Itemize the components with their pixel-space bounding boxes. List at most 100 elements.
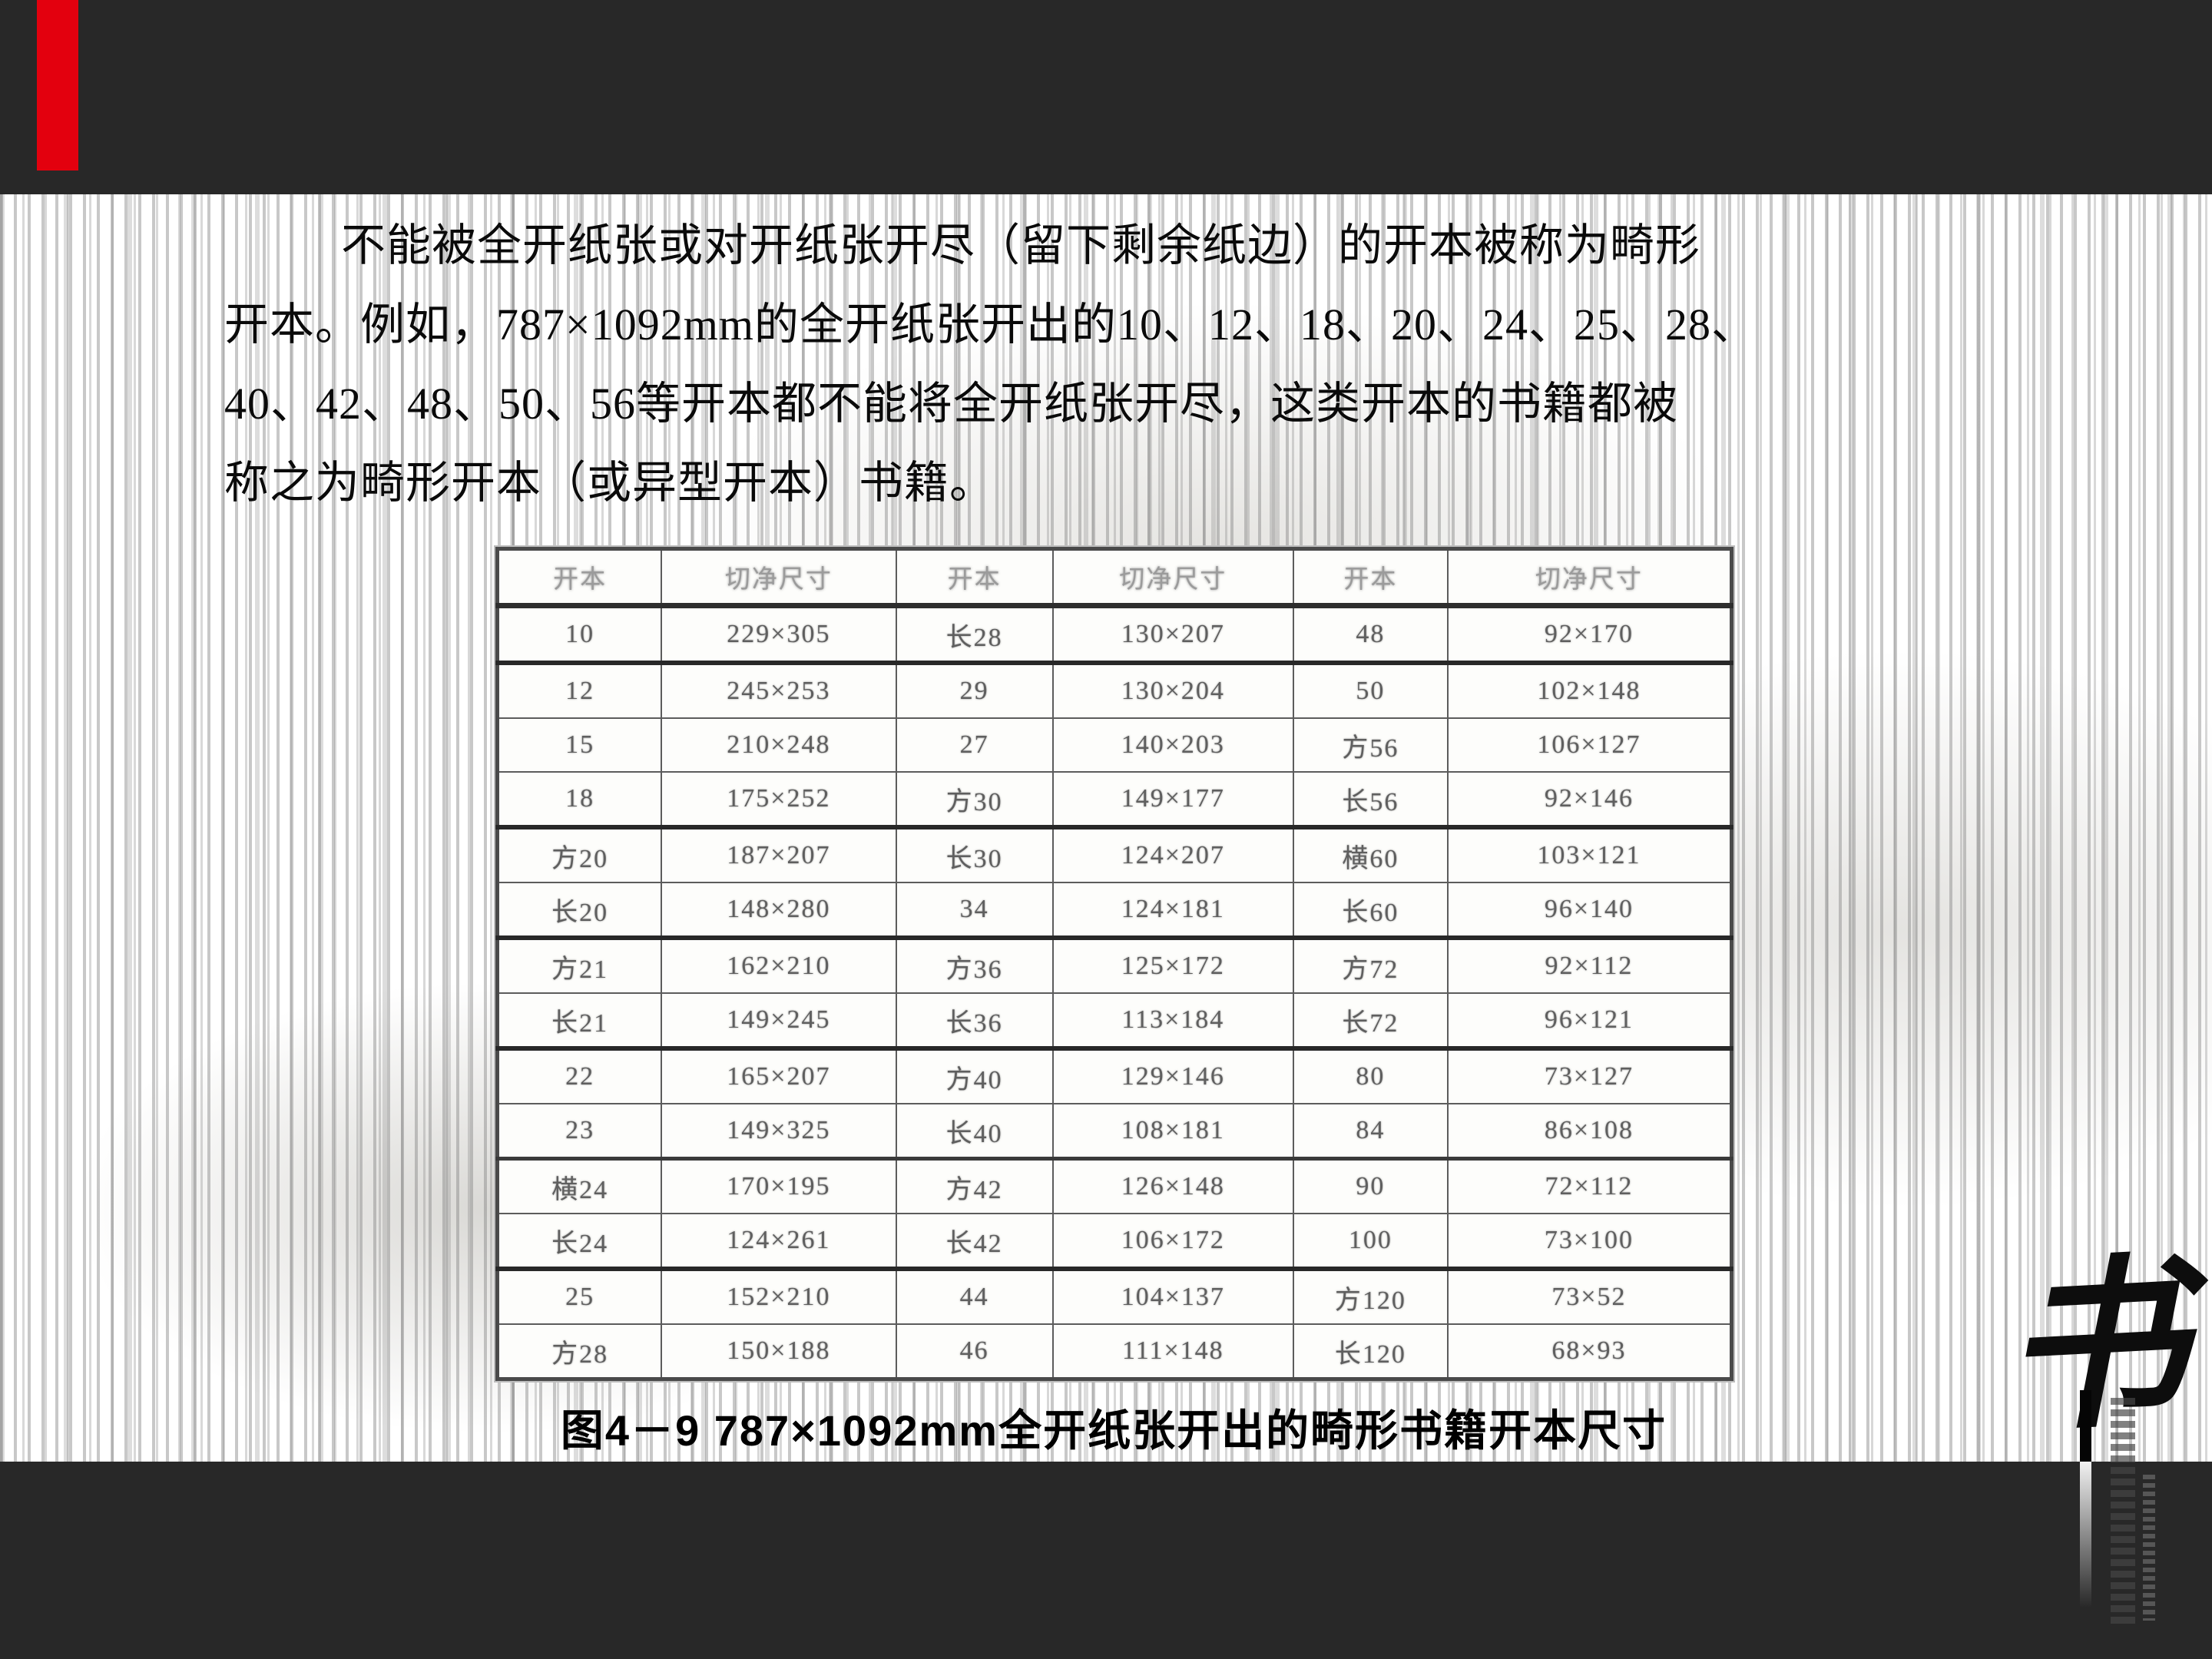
table-cell: 方30 <box>895 771 1054 828</box>
table-header-cell: 切净尺寸 <box>661 548 897 607</box>
brush-stroke-tail-fade <box>2080 1462 2091 1608</box>
table-cell: 124×181 <box>1051 882 1294 939</box>
table-cell: 48 <box>1292 604 1449 664</box>
paragraph-line: 40、42、48、50、56等开本都不能将全开纸张开尽，这类开本的书籍都被 <box>224 379 1679 429</box>
table-cell: 方42 <box>895 1157 1054 1214</box>
table-row: 22 165×207 方40 129×146 80 73×127 <box>496 1048 1733 1104</box>
table-cell: 104×137 <box>1051 1268 1294 1325</box>
table-cell: 100 <box>1292 1213 1449 1270</box>
table-cell: 长72 <box>1292 992 1449 1049</box>
table-cell: 149×177 <box>1051 771 1294 828</box>
table-cell: 245×253 <box>661 662 897 719</box>
red-accent-bar <box>37 0 78 171</box>
table-cell: 126×148 <box>1051 1157 1294 1214</box>
book-logo: 书 <box>1989 1233 2212 1659</box>
table-cell: 92×170 <box>1446 604 1733 664</box>
table-cell: 92×112 <box>1446 937 1733 994</box>
table-row: 18 175×252 方30 149×177 长56 92×146 <box>496 771 1733 828</box>
table-header-cell: 开本 <box>895 548 1054 607</box>
table-cell: 长42 <box>895 1213 1054 1270</box>
top-band <box>0 0 2212 194</box>
paragraph-line: 开本。例如，787×1092mm的全开纸张开出的10、12、18、20、24、2… <box>224 300 1757 349</box>
table-cell: 方72 <box>1292 937 1449 994</box>
table-cell: 方40 <box>895 1048 1054 1104</box>
table-head: 开本 切净尺寸 开本 切净尺寸 开本 切净尺寸 <box>496 548 1733 607</box>
table-cell: 170×195 <box>661 1157 897 1214</box>
format-size-table: 开本 切净尺寸 开本 切净尺寸 开本 切净尺寸 10 229×305 长28 130×207 48… <box>495 547 1734 1381</box>
table-cell: 148×280 <box>661 882 897 939</box>
table-cell: 140×203 <box>1051 717 1294 773</box>
table-cell: 50 <box>1292 662 1449 719</box>
table-cell: 152×210 <box>661 1268 897 1325</box>
table-row: 12 245×253 29 130×204 50 102×148 <box>496 662 1733 719</box>
table-cell: 12 <box>496 662 663 719</box>
bottom-band <box>0 1462 2212 1659</box>
table-row: 长21 149×245 长36 113×184 长72 96×121 <box>496 992 1733 1049</box>
table-cell: 方21 <box>496 937 663 994</box>
table-cell: 长40 <box>895 1103 1054 1160</box>
table-cell: 长60 <box>1292 882 1449 939</box>
table-cell: 23 <box>496 1103 663 1160</box>
table-cell: 210×248 <box>661 717 897 773</box>
table-row: 方21 162×210 方36 125×172 方72 92×112 <box>496 937 1733 994</box>
table-cell: 73×127 <box>1446 1048 1733 1104</box>
table-cell: 46 <box>895 1323 1054 1380</box>
table-cell: 方56 <box>1292 717 1449 773</box>
table-header-cell: 切净尺寸 <box>1446 548 1733 607</box>
table-cell: 129×146 <box>1051 1048 1294 1104</box>
table-row: 方20 187×207 长30 124×207 横60 103×121 <box>496 826 1733 883</box>
table-cell: 90 <box>1292 1157 1449 1214</box>
table-cell: 长28 <box>895 604 1054 664</box>
brush-stroke-tail-dark <box>2080 1390 2091 1463</box>
table-cell: 187×207 <box>661 826 897 883</box>
table-cell: 73×52 <box>1446 1268 1733 1325</box>
table-cell: 80 <box>1292 1048 1449 1104</box>
table-cell: 106×127 <box>1446 717 1733 773</box>
table-header-row: 开本 切净尺寸 开本 切净尺寸 开本 切净尺寸 <box>496 548 1733 607</box>
paragraph-line: 不能被全开纸张或对开纸张开尽（留下剩余纸边）的开本被称为畸形 <box>341 220 1701 270</box>
table-cell: 29 <box>895 662 1054 719</box>
body-paragraph: 不能被全开纸张或对开纸张开尽（留下剩余纸边）的开本被称为畸形 开本。例如，787… <box>224 206 2014 522</box>
table-cell: 162×210 <box>661 937 897 994</box>
table-cell: 方20 <box>496 826 663 883</box>
table-cell: 10 <box>496 604 663 664</box>
table-cell: 124×261 <box>661 1213 897 1270</box>
table-row: 横24 170×195 方42 126×148 90 72×112 <box>496 1157 1733 1214</box>
table-row: 10 229×305 长28 130×207 48 92×170 <box>496 604 1733 664</box>
table-cell: 长56 <box>1292 771 1449 828</box>
table-cell: 130×204 <box>1051 662 1294 719</box>
table-row: 25 152×210 44 104×137 方120 73×52 <box>496 1268 1733 1325</box>
table-cell: 73×100 <box>1446 1213 1733 1270</box>
table-cell: 22 <box>496 1048 663 1104</box>
table-cell: 124×207 <box>1051 826 1294 883</box>
paragraph-line: 称之为畸形开本（或异型开本）书籍。 <box>224 458 995 508</box>
table-cell: 165×207 <box>661 1048 897 1104</box>
table-cell: 149×245 <box>661 992 897 1049</box>
table-cell: 229×305 <box>661 604 897 664</box>
table-header-cell: 开本 <box>496 548 663 607</box>
figure-caption: 图4－9 787×1092mm全开纸张开出的畸形书籍开本尺寸 <box>560 1406 1667 1455</box>
table-row: 长24 124×261 长42 106×172 100 73×100 <box>496 1213 1733 1270</box>
table-cell: 34 <box>895 882 1054 939</box>
table-cell: 102×148 <box>1446 662 1733 719</box>
table-row: 23 149×325 长40 108×181 84 86×108 <box>496 1103 1733 1160</box>
table-cell: 108×181 <box>1051 1103 1294 1160</box>
calligraphy-book-character: 书 <box>1997 1233 2192 1459</box>
table-cell: 长21 <box>496 992 663 1049</box>
table-cell: 横60 <box>1292 826 1449 883</box>
table-cell: 84 <box>1292 1103 1449 1160</box>
table-cell: 96×140 <box>1446 882 1733 939</box>
table-row: 15 210×248 27 140×203 方56 106×127 <box>496 717 1733 773</box>
table-cell: 长36 <box>895 992 1054 1049</box>
table-body: 10 229×305 长28 130×207 48 92×170 12 245×253 29 13… <box>496 604 1733 1380</box>
table-cell: 92×146 <box>1446 771 1733 828</box>
table-cell: 长24 <box>496 1213 663 1270</box>
table-cell: 175×252 <box>661 771 897 828</box>
table-cell: 149×325 <box>661 1103 897 1160</box>
table-cell: 96×121 <box>1446 992 1733 1049</box>
table-cell: 106×172 <box>1051 1213 1294 1270</box>
table-cell: 130×207 <box>1051 604 1294 664</box>
table-cell: 长120 <box>1292 1323 1449 1380</box>
table-cell: 103×121 <box>1446 826 1733 883</box>
table-cell: 72×112 <box>1446 1157 1733 1214</box>
